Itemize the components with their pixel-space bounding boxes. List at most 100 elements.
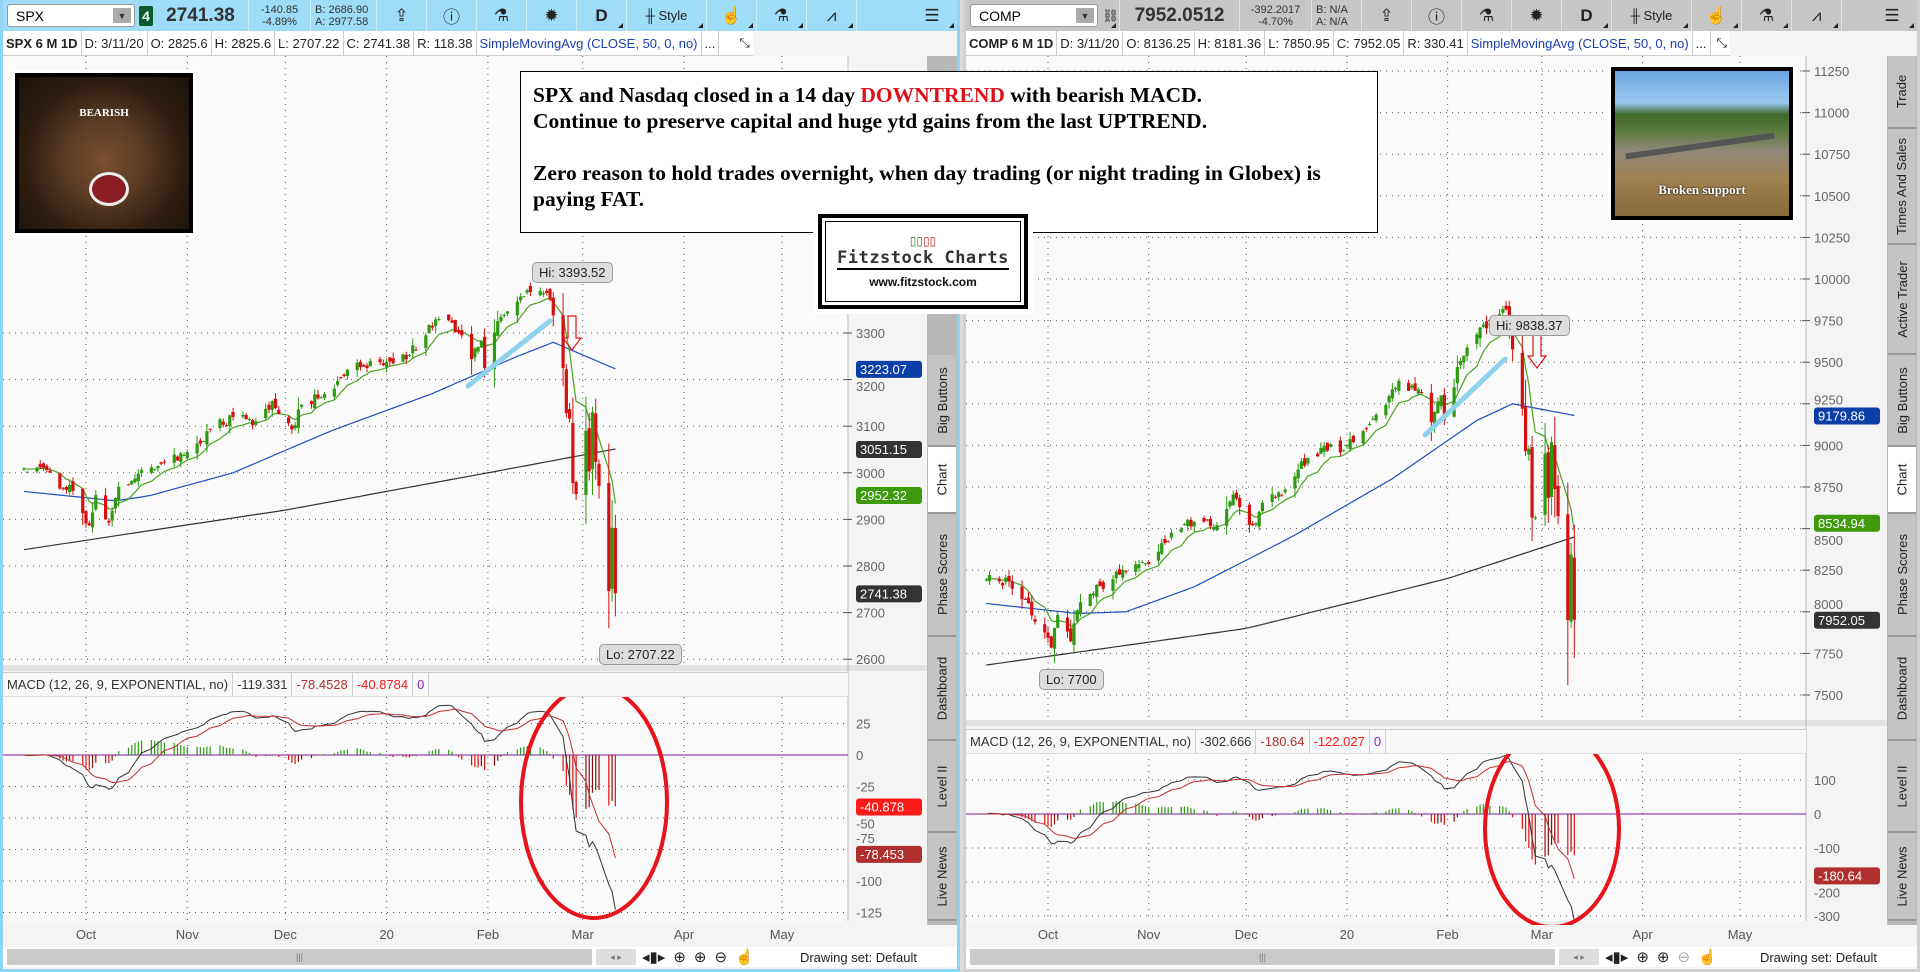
sidebar-tab-big-buttons[interactable]: Big Buttons	[1888, 355, 1916, 447]
price-tick-label: 9750	[1814, 314, 1843, 329]
commentary-line-1: SPX and Nasdaq closed in a 14 day DOWNTR…	[533, 82, 1365, 108]
price-tick-label: 3200	[856, 379, 885, 394]
candle-body	[1091, 593, 1096, 596]
more-button[interactable]: ...	[1693, 31, 1711, 55]
sidebar-tab-big-buttons[interactable]: Big Buttons	[928, 355, 956, 447]
macd-tick-label: -100	[856, 874, 882, 889]
pan-hand-icon[interactable]: ☝	[735, 949, 754, 966]
collapse-toggle-icon[interactable]: ⤡	[1716, 35, 1727, 50]
info-low: L: 7850.95	[1265, 31, 1334, 55]
menu-icon[interactable]: ☰	[907, 0, 957, 31]
macd-label[interactable]: MACD (12, 26, 9, EXPONENTIAL, no)	[966, 730, 1197, 753]
candle-body	[1455, 367, 1459, 384]
tab-label: Dashboard	[1894, 656, 1910, 720]
candle-body	[1475, 334, 1479, 344]
scroll-arrows[interactable]: ◂ ▸	[596, 949, 636, 965]
macd-label[interactable]: MACD (12, 26, 9, EXPONENTIAL, no)	[3, 673, 234, 696]
candle-body	[1098, 581, 1102, 586]
candle-body	[286, 417, 291, 424]
sidebar-tab-phase-scores[interactable]: Phase Scores	[928, 514, 956, 637]
pan-hand-icon[interactable]: ☝	[1698, 949, 1717, 966]
zoom-out-icon[interactable]: ⊖	[1677, 949, 1691, 966]
drawing-tools-icon[interactable]: ⩘	[1792, 0, 1842, 31]
candle-body	[613, 528, 617, 594]
period-button[interactable]: D	[1562, 0, 1612, 31]
sidebar-tab-times-and-sales[interactable]: Times And Sales	[1888, 129, 1916, 245]
info-high: H: 8181.36	[1195, 31, 1266, 55]
candle-body	[414, 349, 418, 351]
sidebar-tab-phase-scores[interactable]: Phase Scores	[1888, 514, 1916, 637]
sidebar-tab-chart[interactable]: Chart	[1888, 447, 1916, 514]
studies-flask-icon[interactable]: ⚗	[477, 0, 527, 31]
expand-icon[interactable]: ◂▮▸	[642, 949, 666, 966]
link-icon[interactable]: ⛓	[1102, 0, 1120, 31]
study-label[interactable]: SimpleMovingAvg (CLOSE, 50, 0, no)	[477, 31, 702, 55]
sidebar-tab-active-trader[interactable]: Active Trader	[1888, 245, 1916, 355]
info-icon[interactable]: ⓘ	[427, 0, 477, 31]
sidebar-tab-live-news[interactable]: Live News	[928, 833, 956, 921]
candle-body	[133, 478, 137, 483]
zoom-in-icon[interactable]: ⊕	[1656, 949, 1670, 966]
zoom-in-icon[interactable]: ⊕	[693, 949, 707, 966]
chevron-down-icon[interactable]: ▼	[1076, 8, 1094, 23]
sidebar-tab-chart[interactable]: Chart	[928, 447, 956, 514]
scroll-arrows[interactable]: ◂ ▸	[1559, 949, 1599, 965]
candle-body	[1410, 385, 1414, 388]
gear-icon[interactable]: ✹	[527, 0, 577, 31]
chevron-down-icon[interactable]: ▼	[113, 8, 131, 23]
style-button[interactable]: ╫ Style	[1612, 0, 1692, 31]
more-button[interactable]: ...	[702, 31, 720, 55]
time-tick-label: May	[1727, 927, 1753, 942]
info-icon[interactable]: ⓘ	[1412, 0, 1462, 31]
sidebar-tab-dashboard[interactable]: Dashboard	[1888, 637, 1916, 741]
candle-body	[1520, 352, 1524, 409]
drawing-set-selector[interactable]: Drawing set: Default	[1759, 949, 1877, 965]
time-tick-label: 20	[1339, 927, 1355, 942]
share-icon[interactable]: ⇪	[1362, 0, 1412, 31]
share-icon[interactable]: ⇪	[377, 0, 427, 31]
candle-body	[1270, 494, 1274, 502]
high-bubble: Hi: 3393.52	[532, 262, 613, 283]
menu-icon[interactable]: ☰	[1867, 0, 1917, 31]
macd-zero: 0	[1370, 730, 1387, 753]
hand-icon[interactable]: ☝	[707, 0, 757, 31]
crosshair-icon[interactable]: ⊕	[1636, 949, 1649, 966]
drawing-tools-icon[interactable]: ⩘	[807, 0, 857, 31]
flask-icon[interactable]: ⚗	[757, 0, 807, 31]
candle-body	[548, 289, 552, 300]
candle-body	[1121, 569, 1125, 578]
hand-icon[interactable]: ☝	[1692, 0, 1742, 31]
collapse-toggle-icon[interactable]: ⤡	[739, 35, 750, 50]
symbol-selector[interactable]: SPX ▼	[7, 4, 135, 27]
horizontal-scrollbar[interactable]: |||	[970, 949, 1555, 965]
style-button[interactable]: ╫ Style	[627, 0, 707, 31]
sidebar-tab-level-ii[interactable]: Level II	[1888, 741, 1916, 833]
flask-icon[interactable]: ⚗	[1742, 0, 1792, 31]
candle-body	[987, 574, 992, 582]
bid-ask: B: 2686.90 A: 2977.58	[311, 0, 377, 31]
candle-body	[224, 425, 229, 427]
pane-separator	[966, 720, 1887, 726]
candle-body	[1030, 601, 1034, 616]
horizontal-scrollbar[interactable]: |||	[7, 949, 592, 965]
drawing-set-selector[interactable]: Drawing set: Default	[799, 949, 917, 965]
candle-body	[336, 380, 340, 385]
period-label: D	[1580, 5, 1593, 25]
sidebar-tab-live-news[interactable]: Live News	[1888, 833, 1916, 921]
symbol-selector[interactable]: COMP ▼	[970, 4, 1098, 27]
study-label[interactable]: SimpleMovingAvg (CLOSE, 50, 0, no)	[1468, 31, 1693, 55]
link-group-badge[interactable]: 4	[139, 5, 153, 26]
studies-flask-icon[interactable]: ⚗	[1462, 0, 1512, 31]
gear-icon[interactable]: ✹	[1512, 0, 1562, 31]
zoom-out-icon[interactable]: ⊖	[714, 949, 728, 966]
macd-diff: -122.027	[1310, 730, 1370, 753]
sidebar-tab-trade[interactable]: Trade	[1888, 56, 1916, 129]
period-button[interactable]: D	[577, 0, 627, 31]
sidebar-tab-dashboard[interactable]: Dashboard	[928, 637, 956, 741]
sidebar-tab-level-ii[interactable]: Level II	[928, 741, 956, 833]
candle-icon: ╫	[1630, 8, 1644, 23]
expand-icon[interactable]: ◂▮▸	[1605, 949, 1629, 966]
candle-body	[25, 471, 29, 473]
crosshair-icon[interactable]: ⊕	[673, 949, 686, 966]
candle-body	[1407, 382, 1411, 391]
